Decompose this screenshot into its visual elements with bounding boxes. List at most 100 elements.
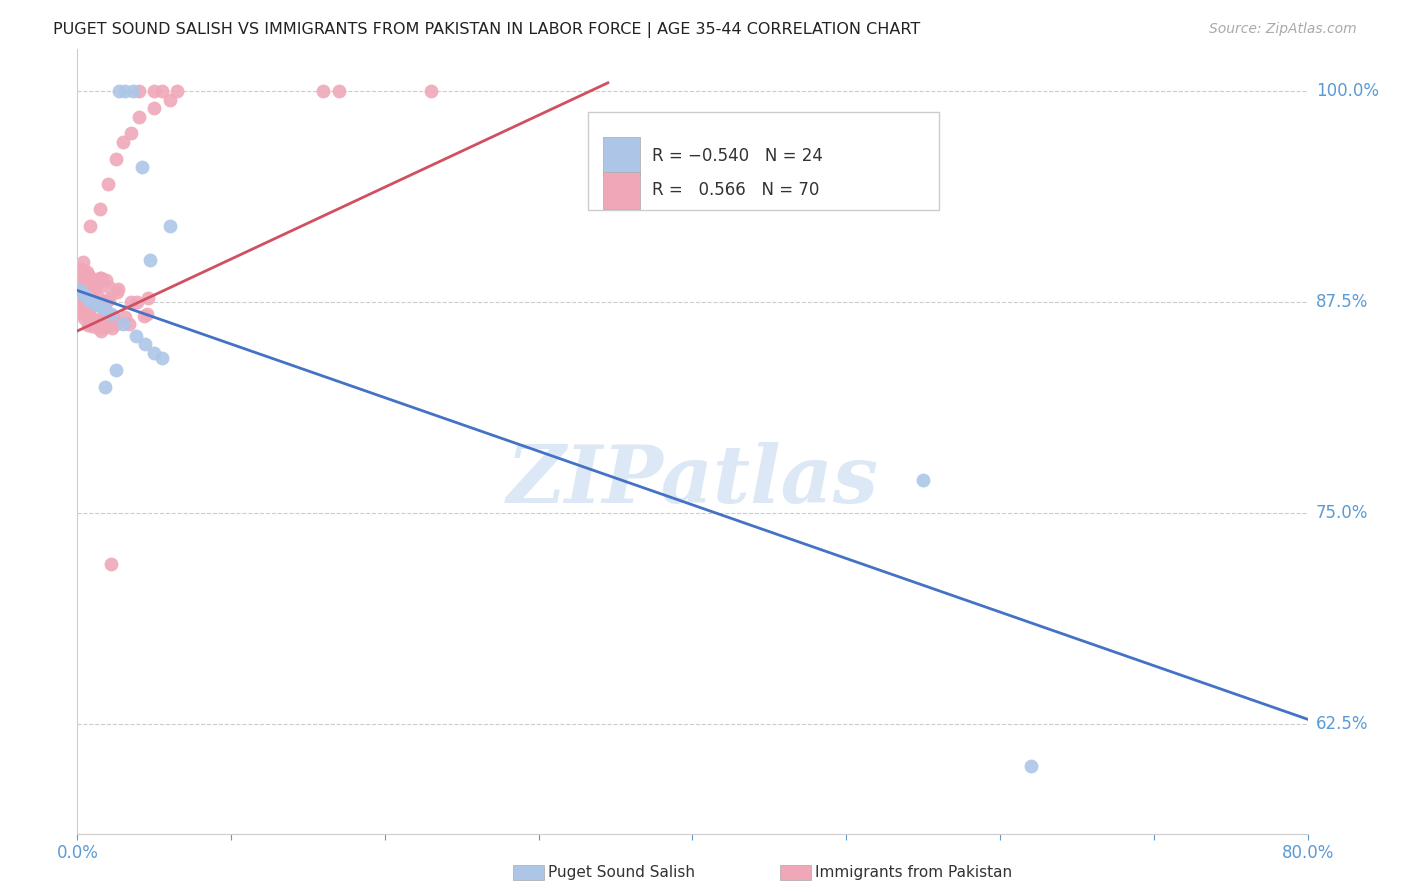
Text: 62.5%: 62.5%	[1316, 715, 1368, 733]
Point	[82, 315, 104, 329]
Point	[120, 295, 142, 310]
Point	[79, 293, 101, 308]
Point	[94, 379, 117, 393]
Point	[67, 294, 90, 309]
Point	[76, 268, 98, 283]
Point	[128, 110, 150, 124]
Point	[143, 346, 166, 360]
Point	[125, 294, 148, 309]
Point	[76, 265, 98, 279]
Point	[79, 219, 101, 234]
Point	[104, 363, 127, 377]
Point	[75, 273, 97, 287]
Point	[138, 253, 160, 268]
Point	[105, 285, 128, 299]
Point	[72, 254, 94, 268]
Point	[69, 284, 91, 298]
Point	[86, 312, 108, 326]
Point	[86, 279, 108, 293]
Point	[89, 202, 111, 217]
Point	[70, 273, 93, 287]
Point	[89, 271, 111, 285]
Point	[132, 309, 155, 323]
Point	[91, 301, 114, 315]
Text: Puget Sound Salish: Puget Sound Salish	[548, 865, 696, 880]
Point	[69, 293, 91, 307]
Point	[125, 329, 148, 343]
Point	[104, 317, 127, 331]
Point	[136, 291, 159, 305]
Point	[98, 280, 121, 294]
Point	[96, 293, 118, 308]
Point	[1019, 759, 1042, 773]
Point	[70, 280, 93, 294]
Text: Source: ZipAtlas.com: Source: ZipAtlas.com	[1209, 22, 1357, 37]
Point	[79, 269, 101, 284]
Point	[104, 152, 127, 166]
Point	[108, 84, 131, 98]
Point	[86, 321, 108, 335]
Point	[73, 268, 96, 282]
Point	[80, 290, 103, 304]
FancyBboxPatch shape	[603, 137, 640, 175]
Text: 87.5%: 87.5%	[1316, 293, 1368, 311]
Point	[93, 313, 115, 327]
Point	[159, 219, 181, 234]
FancyBboxPatch shape	[588, 112, 939, 210]
Point	[75, 285, 97, 299]
Point	[912, 473, 935, 487]
Point	[76, 318, 98, 332]
Point	[73, 294, 96, 309]
Point	[94, 301, 117, 316]
Text: R = −0.540   N = 24: R = −0.540 N = 24	[652, 147, 823, 165]
Point	[143, 84, 166, 98]
Point	[135, 307, 157, 321]
Point	[73, 263, 96, 277]
Point	[128, 84, 150, 98]
Point	[73, 295, 96, 310]
Point	[120, 127, 142, 141]
Point	[83, 281, 105, 295]
Point	[100, 557, 122, 571]
Point	[159, 93, 181, 107]
Point	[76, 290, 98, 304]
FancyBboxPatch shape	[603, 171, 640, 210]
Point	[77, 317, 100, 331]
Point	[150, 84, 173, 98]
Text: R =   0.566   N = 70: R = 0.566 N = 70	[652, 181, 820, 199]
Point	[82, 318, 104, 333]
Text: ZIPatlas: ZIPatlas	[506, 442, 879, 519]
Point	[143, 101, 166, 115]
Point	[328, 84, 350, 98]
Point	[100, 307, 122, 321]
Point	[134, 337, 156, 351]
Point	[131, 160, 153, 174]
Point	[76, 308, 98, 322]
Text: Immigrants from Pakistan: Immigrants from Pakistan	[815, 865, 1012, 880]
Point	[73, 285, 96, 300]
Point	[69, 261, 91, 276]
Point	[70, 264, 93, 278]
Point	[86, 285, 108, 300]
Point	[112, 317, 135, 331]
Point	[77, 303, 100, 318]
Point	[93, 320, 115, 334]
Point	[75, 286, 97, 301]
Point	[121, 84, 143, 98]
Point	[73, 310, 96, 325]
Point	[75, 278, 97, 293]
Point	[79, 305, 101, 319]
Point	[118, 317, 141, 331]
Point	[89, 312, 111, 326]
Point	[420, 84, 443, 98]
Point	[89, 299, 111, 313]
Point	[114, 84, 136, 98]
Point	[94, 272, 117, 286]
Point	[70, 305, 93, 319]
Point	[166, 84, 188, 98]
Point	[94, 294, 117, 309]
Point	[76, 304, 98, 318]
Point	[97, 177, 120, 191]
Point	[98, 292, 121, 306]
Point	[72, 302, 94, 317]
